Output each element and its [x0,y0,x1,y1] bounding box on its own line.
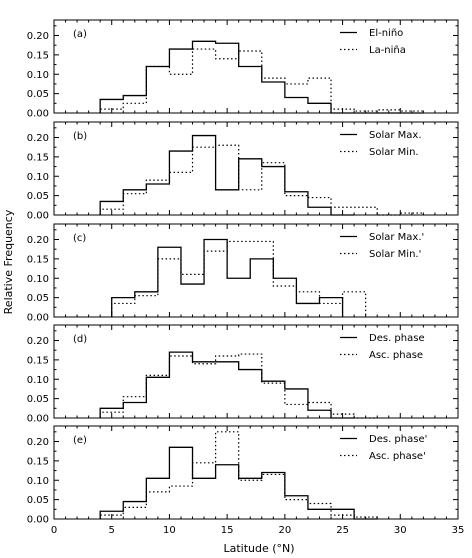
y-tick-label: 0.05 [27,191,49,202]
y-tick-label: 0.15 [27,152,49,163]
legend-label: Solar Min.' [369,249,421,260]
legend-label: Des. phase [369,333,425,344]
x-tick-label: 5 [109,525,115,536]
y-tick-label: 0.05 [27,394,49,405]
y-tick-label: 0.20 [27,437,49,448]
y-tick-label: 0.00 [27,211,49,222]
legend-label: La-niña [369,45,406,56]
x-tick-label: 30 [394,525,407,536]
y-tick-label: 0.10 [27,70,49,81]
y-tick-label: 0.20 [27,31,49,42]
y-tick-label: 0.20 [27,336,49,347]
panel-frame [53,324,459,419]
panel-4: 0.00 0.05 0.10 0.15 0.20 Des. phase Asc. phase… [27,324,459,425]
y-tick-label: 0.10 [27,375,49,386]
y-tick-label: 0.15 [27,355,49,366]
series-dotted-step [111,240,367,317]
x-tick-label: 10 [163,525,176,536]
x-tick-label: 0 [51,525,57,536]
panel-1: 0.00 0.05 0.10 0.15 0.20 El-niño La-niña (a) [27,19,459,120]
legend-label: El-niño [369,28,403,39]
panel-label: (a) [73,29,87,40]
y-tick-label: 0.05 [27,89,49,100]
y-tick-label: 0.20 [27,133,49,144]
series-solid-step [99,351,355,419]
panel-2: 0.00 0.05 0.10 0.15 0.20 Solar Max. Solar Min.… [27,121,459,222]
legend-label: Asc. phase' [369,451,426,462]
y-tick-label: 0.00 [27,515,49,526]
panel-label: (b) [73,131,87,142]
panel-frame [53,19,459,114]
y-tick-label: 0.05 [27,495,49,506]
x-tick-label: 35 [452,525,465,536]
panel-5: 0.00 0.05 0.10 0.15 0.20 0 5 10 15 20 25 30 35 Des. p… [27,425,465,536]
x-tick-label: 15 [221,525,234,536]
x-tick-label: 20 [278,525,291,536]
legend-label: Solar Max.' [369,232,424,243]
panel-3: 0.00 0.05 0.10 0.15 0.20 Solar Max.' Solar Min… [27,223,459,324]
panels-container: 0.000.050.100.150.20 El-niñoLa-niña(a)0.0… [27,19,465,536]
legend-label: Solar Max. [369,130,422,141]
y-tick-label: 0.15 [27,254,49,265]
panel-label: (d) [73,334,87,345]
y-axis-label: Relative Frequency [2,209,15,314]
y-tick-label: 0.00 [27,414,49,425]
legend-label: Des. phase' [369,434,427,445]
series-dotted-step [99,353,378,419]
series-solid-step [99,134,355,216]
y-tick-label: 0.00 [27,109,49,120]
y-tick-label: 0.15 [27,456,49,467]
y-tick-label: 0.05 [27,293,49,304]
panel-label: (c) [73,233,86,244]
series-dotted-step [99,48,424,113]
panel-frame [53,121,459,216]
x-tick-label: 25 [336,525,349,536]
series-dotted-step [99,431,378,519]
legend-label: Solar Min. [369,147,419,158]
series-solid-step [99,446,378,520]
series-solid-step [111,238,344,317]
y-tick-label: 0.20 [27,235,49,246]
y-tick-label: 0.00 [27,313,49,324]
x-axis-label: Latitude (°N) [223,542,294,555]
panel-label: (e) [73,435,87,446]
legend-label: Asc. phase [369,350,423,361]
panel-frame [53,425,459,520]
panel-frame [53,223,459,318]
y-tick-label: 0.10 [27,274,49,285]
y-tick-label: 0.15 [27,50,49,61]
series-dotted-step [99,144,424,216]
y-tick-label: 0.10 [27,476,49,487]
y-tick-label: 0.10 [27,172,49,183]
